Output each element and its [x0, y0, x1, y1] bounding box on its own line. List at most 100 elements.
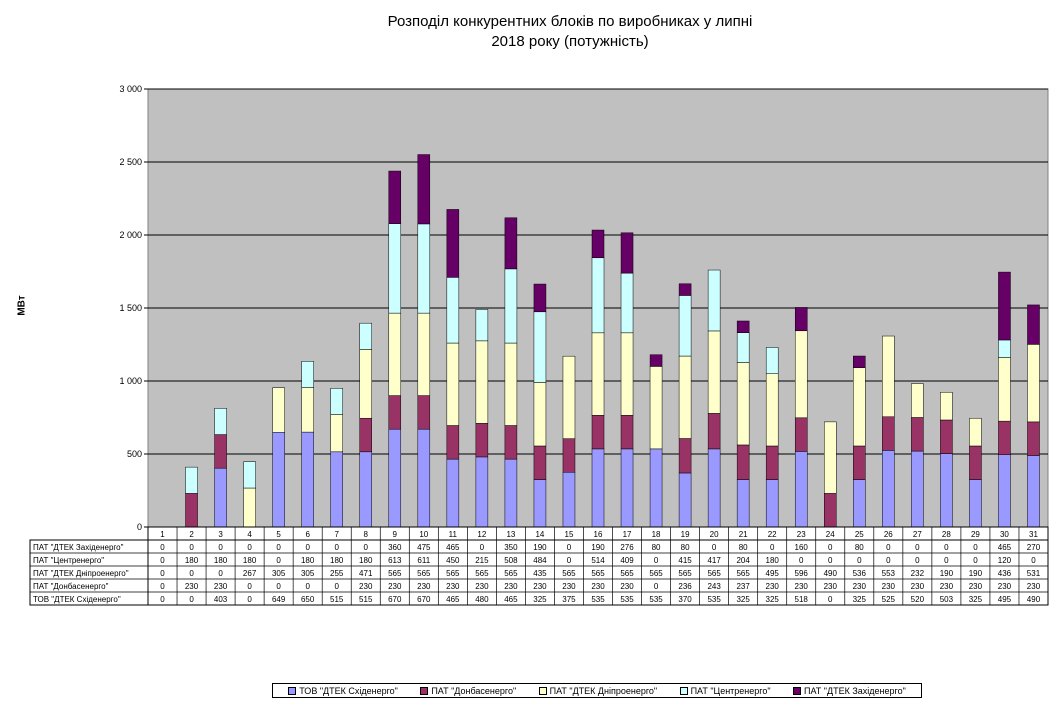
x-category-label: 23: [797, 530, 806, 539]
table-row-label: ПАТ "Донбасенерго": [33, 582, 109, 591]
bar-segment: [475, 340, 489, 424]
data-label: 0: [654, 556, 659, 565]
data-label: 508: [504, 556, 518, 565]
x-category-label: 10: [419, 530, 428, 539]
bar-segment: [620, 272, 634, 334]
bar-segment: [504, 458, 518, 528]
bar-segment: [504, 268, 518, 344]
data-label: 230: [940, 582, 954, 591]
bar-segment: [620, 415, 634, 450]
data-label: 180: [359, 556, 373, 565]
legend-label: ТОВ "ДТЕК Східенерго": [299, 685, 398, 696]
data-label: 0: [944, 556, 949, 565]
data-label: 0: [857, 556, 862, 565]
data-label: 237: [736, 582, 750, 591]
data-label: 0: [334, 543, 339, 552]
x-category-label: 16: [594, 530, 603, 539]
data-label: 415: [678, 556, 692, 565]
data-label: 0: [334, 582, 339, 591]
data-label: 190: [591, 543, 605, 552]
data-label: 565: [562, 569, 576, 578]
data-label: 535: [649, 595, 663, 604]
bar-segment: [794, 417, 808, 452]
bar-segment: [969, 445, 982, 480]
bar-segment: [562, 438, 576, 473]
data-label: 325: [969, 595, 983, 604]
bar-segment: [620, 232, 634, 274]
data-label: 230: [795, 582, 809, 591]
data-label: 525: [882, 595, 896, 604]
data-label: 180: [214, 556, 228, 565]
bar-segment: [765, 373, 779, 447]
bar-segment: [388, 428, 402, 528]
table-row-label: ПАТ "Центренерго": [33, 556, 104, 565]
data-label: 230: [417, 582, 431, 591]
bar-segment: [504, 425, 518, 460]
bar-segment: [446, 342, 460, 426]
bar-segment: [620, 448, 634, 528]
data-label: 0: [567, 543, 572, 552]
bar-segment: [330, 451, 343, 528]
data-label: 230: [504, 582, 518, 591]
data-label: 204: [736, 556, 750, 565]
bar-segment: [649, 448, 663, 528]
data-label: 0: [886, 543, 891, 552]
data-label: 436: [998, 569, 1012, 578]
x-category-label: 3: [218, 530, 223, 539]
data-label: 325: [736, 595, 750, 604]
bar-segment: [446, 458, 460, 528]
bar-segment: [417, 154, 431, 225]
data-label: 230: [562, 582, 576, 591]
data-label: 465: [998, 543, 1012, 552]
x-category-label: 7: [334, 530, 339, 539]
data-label: 80: [681, 543, 690, 552]
data-label: 230: [824, 582, 838, 591]
data-label: 0: [247, 543, 252, 552]
bar-segment: [417, 312, 431, 396]
data-label: 535: [620, 595, 634, 604]
x-category-label: 5: [276, 530, 281, 539]
data-label: 230: [185, 582, 199, 591]
data-label: 230: [766, 582, 780, 591]
legend-item: ПАТ "ДТЕК Дніпроенерго": [538, 686, 657, 696]
bar-segment: [940, 419, 953, 454]
data-label: 325: [766, 595, 780, 604]
data-label: 0: [1031, 556, 1036, 565]
data-label: 230: [969, 582, 983, 591]
data-label: 0: [160, 569, 165, 578]
data-label: 0: [973, 543, 978, 552]
bar-segment: [1027, 421, 1040, 456]
data-label: 0: [276, 543, 281, 552]
y-tick-label: 3 000: [119, 84, 142, 94]
data-label: 0: [828, 543, 833, 552]
bar-segment: [475, 423, 489, 458]
bar-segment: [562, 355, 576, 439]
data-label: 565: [446, 569, 460, 578]
y-tick-label: 0: [137, 522, 142, 532]
bar-segment: [969, 417, 982, 447]
data-label: 649: [272, 595, 286, 604]
y-tick-label: 1 500: [119, 303, 142, 313]
data-label: 230: [475, 582, 489, 591]
data-label: 0: [480, 543, 485, 552]
bar-segment: [853, 367, 866, 447]
bar-segment: [707, 448, 721, 528]
data-label: 230: [1027, 582, 1041, 591]
bar-segment: [882, 416, 895, 451]
data-label: 180: [185, 556, 199, 565]
data-label: 480: [475, 595, 489, 604]
data-label: 565: [504, 569, 518, 578]
data-label: 613: [388, 556, 402, 565]
data-label: 0: [915, 556, 920, 565]
data-label: 0: [160, 556, 165, 565]
data-label: 0: [567, 556, 572, 565]
bar-segment: [272, 431, 285, 528]
data-label: 495: [766, 569, 780, 578]
data-label: 215: [475, 556, 489, 565]
data-label: 160: [795, 543, 809, 552]
x-category-label: 8: [364, 530, 369, 539]
data-label: 565: [620, 569, 634, 578]
data-label: 435: [533, 569, 547, 578]
data-label: 0: [160, 595, 165, 604]
